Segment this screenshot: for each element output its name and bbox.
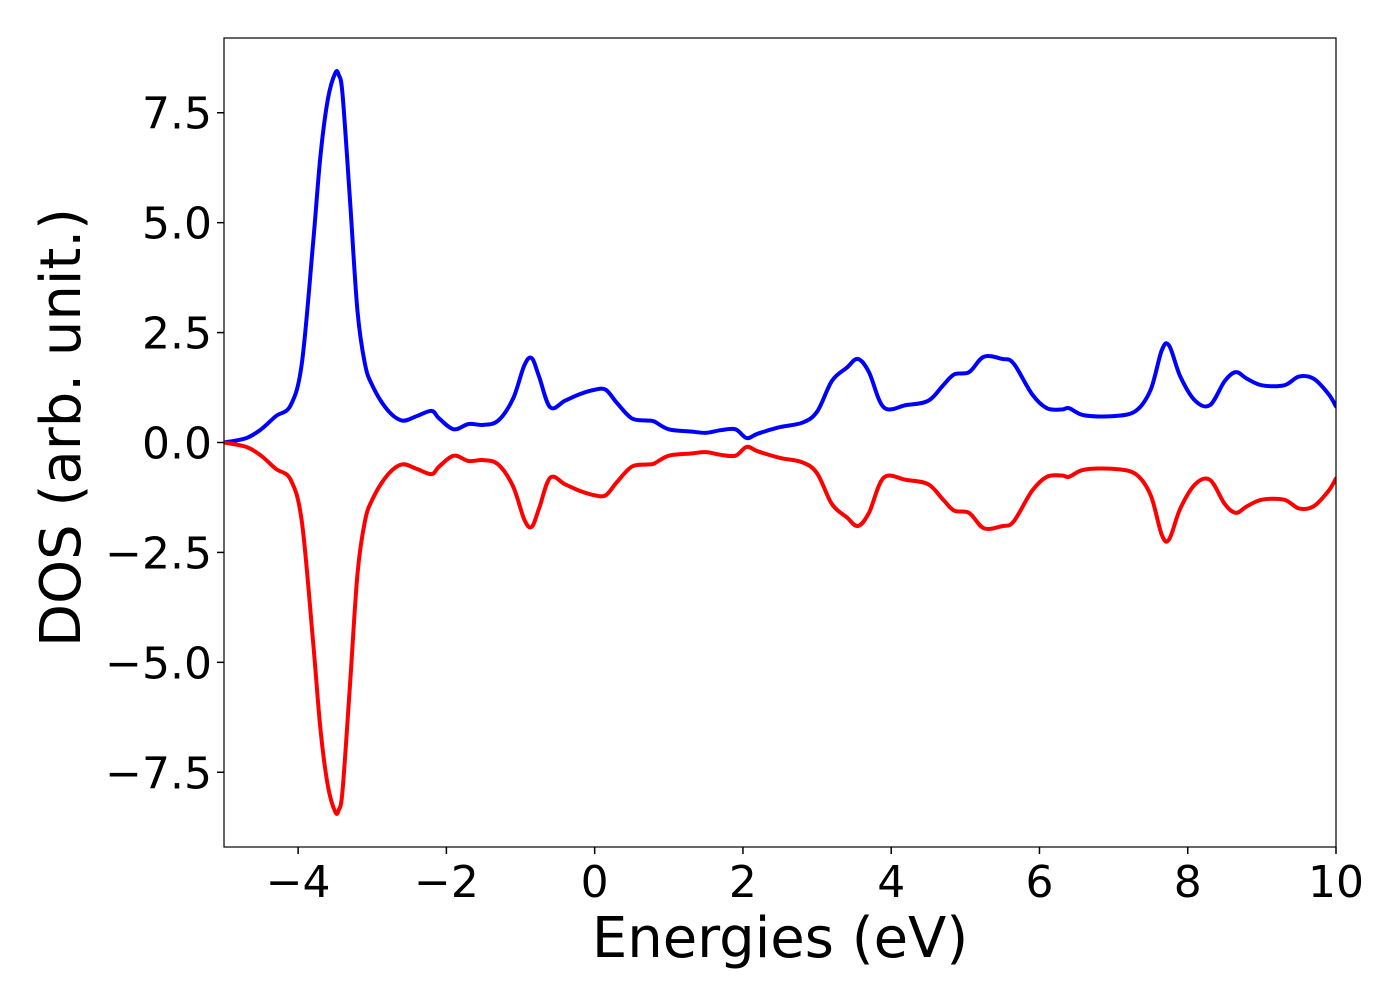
y-axis-label: DOS (arb. unit.) <box>29 208 94 647</box>
x-tick-label: 8 <box>1174 857 1202 908</box>
y-tick-label: −7.5 <box>105 748 212 799</box>
x-tick-label: 6 <box>1025 857 1053 908</box>
x-tick-label: −4 <box>266 857 331 908</box>
plot-frame <box>223 37 1337 848</box>
y-tick-label: −2.5 <box>105 528 212 579</box>
x-tick-label: 0 <box>581 857 609 908</box>
y-axis: 7.5 5.0 2.5 0.0 −2.5 −5.0 −7.5 <box>105 89 224 799</box>
y-tick-label: −5.0 <box>105 638 212 689</box>
x-axis-label: Energies (eV) <box>592 906 968 971</box>
y-tick-label: 2.5 <box>142 309 212 360</box>
x-tick-label: 4 <box>877 857 905 908</box>
x-axis: −4 −2 0 2 4 6 8 10 <box>266 847 1364 908</box>
series-line-2 <box>224 440 1336 816</box>
x-tick-label: 2 <box>729 857 757 908</box>
series-line-1 <box>224 69 1336 445</box>
y-tick-label: 0.0 <box>142 419 212 470</box>
x-tick-label: 10 <box>1308 857 1364 908</box>
y-tick-label: 5.0 <box>142 199 212 250</box>
y-tick-label: 7.5 <box>142 89 212 140</box>
series-layer <box>224 69 1336 816</box>
x-tick-label: −2 <box>414 857 479 908</box>
